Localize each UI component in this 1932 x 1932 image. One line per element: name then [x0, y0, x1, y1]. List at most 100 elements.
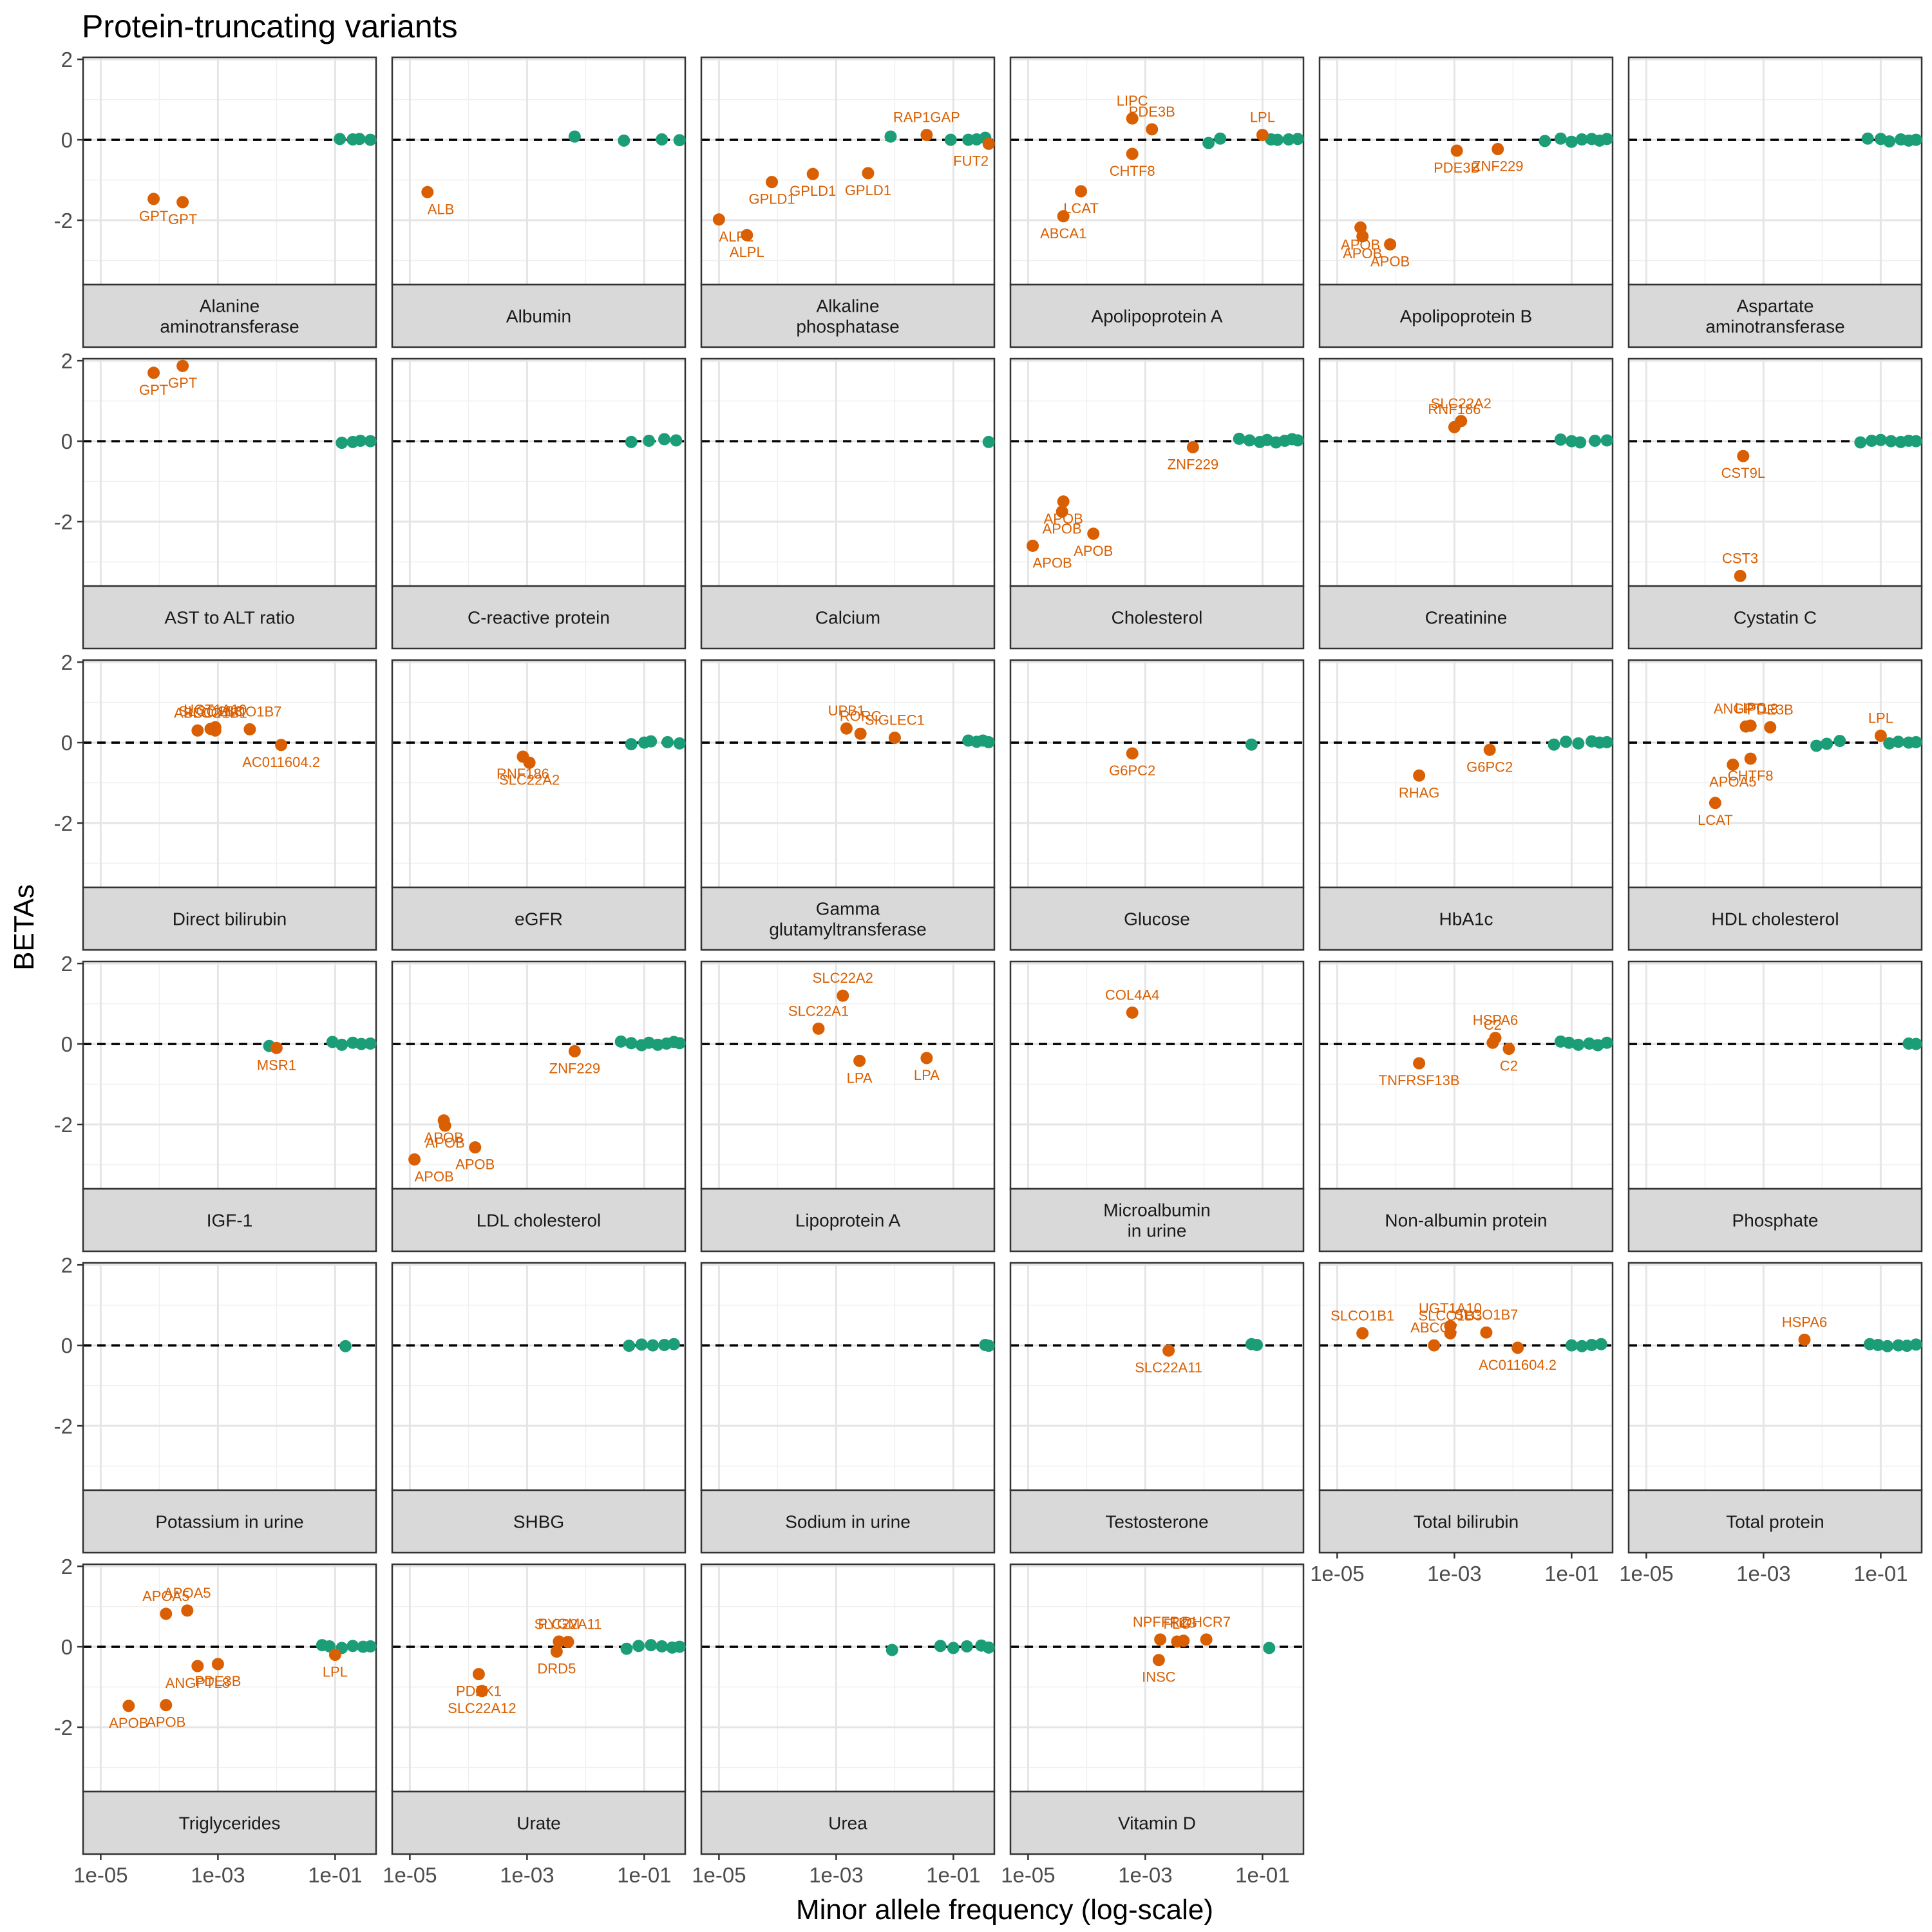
- data-point-unlabeled: [1575, 1340, 1588, 1352]
- point-label: APOB: [455, 1157, 495, 1173]
- point-label: AC011604.2: [242, 754, 320, 770]
- facet-strip-label: C-reactive protein: [468, 608, 610, 628]
- data-point-labeled: [812, 1022, 825, 1035]
- facet-strip: [1318, 886, 1614, 951]
- x-tick-label: 1e-05: [692, 1863, 746, 1887]
- data-point-unlabeled: [339, 1340, 352, 1352]
- data-point-labeled: [840, 722, 853, 735]
- facet-strip-label: IGF-1: [207, 1211, 253, 1231]
- data-point-unlabeled: [354, 434, 367, 447]
- data-point-labeled: [1126, 1006, 1139, 1019]
- point-label: PDE3B: [1434, 160, 1480, 176]
- y-tick-label: -2: [54, 1113, 73, 1137]
- point-label: APOA5: [1709, 773, 1756, 790]
- y-tick-label: 0: [61, 1032, 73, 1056]
- x-tick-label: 1e-05: [1001, 1863, 1055, 1887]
- panel-background: [1010, 359, 1303, 586]
- y-tick-label: -2: [54, 811, 73, 835]
- point-label: SLC22A11: [535, 1616, 602, 1633]
- data-point-unlabeled: [1909, 1037, 1922, 1050]
- data-point-labeled: [181, 1604, 194, 1617]
- point-label: SIGLEC1: [865, 712, 925, 728]
- panel-background: [1629, 961, 1922, 1189]
- point-label: SLCO1B1: [1331, 1307, 1394, 1323]
- point-label: C2: [1484, 1017, 1502, 1033]
- data-point-unlabeled: [645, 1639, 658, 1652]
- point-label: DRD5: [537, 1661, 576, 1677]
- data-point-unlabeled: [947, 1642, 960, 1654]
- facet-panel: GPT GPT AST to ALT ratio -2 0 2: [54, 349, 377, 650]
- point-label: MSR1: [257, 1057, 296, 1073]
- data-point-unlabeled: [670, 434, 683, 447]
- panel-background: [83, 1263, 376, 1490]
- facet-strip-label: Vitamin D: [1118, 1814, 1196, 1833]
- data-point-labeled: [160, 1699, 173, 1712]
- point-label: CST9L: [1721, 465, 1765, 481]
- data-point-unlabeled: [886, 1643, 898, 1656]
- panel-background: [701, 1263, 994, 1490]
- panel-background: [1010, 660, 1303, 887]
- facet-strip-label: Urea: [828, 1814, 867, 1833]
- facet-strip: [1318, 1188, 1614, 1253]
- point-label: COL4A4: [1105, 987, 1159, 1003]
- point-label: APOB: [1033, 555, 1072, 571]
- facet-strip-label: Cholesterol: [1112, 608, 1203, 628]
- point-label: SLC22A11: [1135, 1359, 1202, 1376]
- data-point-labeled: [562, 1636, 574, 1649]
- data-point-labeled: [1455, 415, 1468, 428]
- panel-background: [1629, 57, 1922, 285]
- data-point-labeled: [888, 732, 901, 744]
- data-point-labeled: [1511, 1341, 1524, 1354]
- data-point-labeled: [1087, 527, 1100, 540]
- data-point-unlabeled: [1884, 435, 1897, 448]
- y-tick-label: 0: [61, 1334, 73, 1358]
- facet-strip-label: Alkaline: [816, 296, 879, 316]
- x-tick-label: 1e-03: [1427, 1562, 1481, 1586]
- point-label: APOB: [1074, 543, 1113, 559]
- data-point-labeled: [806, 167, 819, 180]
- data-point-unlabeled: [1909, 1338, 1922, 1351]
- data-point-labeled: [275, 739, 288, 752]
- data-point-unlabeled: [1245, 738, 1258, 751]
- x-tick-label: 1e-01: [1235, 1863, 1289, 1887]
- point-label: LPL: [1868, 710, 1893, 726]
- facet-strip: [1627, 585, 1923, 650]
- panel-background: [1010, 1263, 1303, 1490]
- data-point-labeled: [1874, 729, 1887, 742]
- point-label: UPB1: [828, 703, 865, 719]
- data-point-unlabeled: [1600, 133, 1613, 146]
- facet-strip: [700, 585, 996, 650]
- point-label: NPFFR2: [1133, 1614, 1188, 1630]
- facet-strip-label: Alanine: [200, 296, 260, 316]
- data-point-unlabeled: [614, 1035, 627, 1048]
- data-point-unlabeled: [1554, 433, 1567, 446]
- panel-background: [392, 1263, 685, 1490]
- point-label: FLG: [1170, 1615, 1197, 1631]
- data-point-unlabeled: [364, 133, 377, 146]
- facet-strip-label: Albumin: [506, 307, 571, 327]
- panel-background: [1629, 1263, 1922, 1490]
- panel-background: [1010, 961, 1303, 1189]
- facet-strip: [1009, 1790, 1305, 1855]
- x-tick-label: 1e-03: [1736, 1562, 1790, 1586]
- point-label: ABCC2: [174, 705, 221, 721]
- point-label: GPT: [168, 375, 197, 391]
- facet-strip-label: Urate: [516, 1814, 560, 1833]
- y-tick-label: -2: [54, 209, 73, 232]
- data-point-unlabeled: [326, 1036, 339, 1048]
- data-point-labeled: [1492, 142, 1504, 155]
- data-point-unlabeled: [625, 738, 638, 751]
- facet-strip-label: Apolipoprotein A: [1092, 307, 1223, 327]
- data-point-labeled: [766, 176, 779, 189]
- panel-background: [83, 660, 376, 887]
- data-point-unlabeled: [1572, 1038, 1585, 1051]
- data-point-unlabeled: [1600, 434, 1613, 447]
- x-tick-label: 1e-05: [383, 1863, 437, 1887]
- data-point-labeled: [1256, 129, 1269, 142]
- point-label: APOB: [1370, 254, 1410, 270]
- data-point-unlabeled: [364, 1037, 377, 1050]
- data-point-unlabeled: [1214, 132, 1227, 145]
